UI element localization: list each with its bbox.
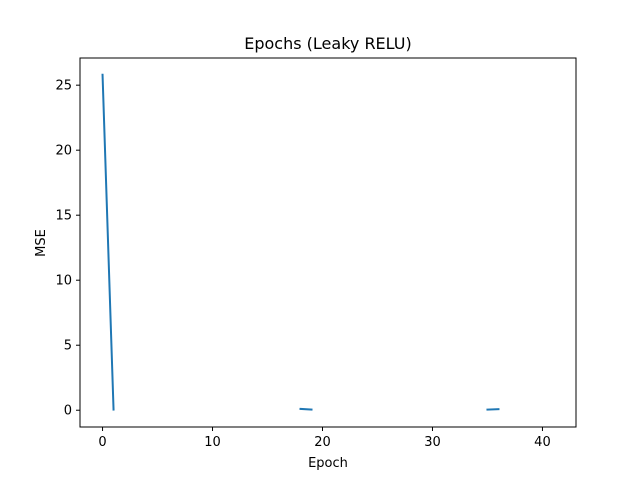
y-tick-label: 20 — [55, 144, 72, 159]
y-tick-label: 25 — [55, 79, 72, 94]
x-tick-label: 0 — [98, 435, 106, 450]
y-tick-label: 5 — [64, 339, 72, 354]
y-tick-label: 15 — [55, 209, 72, 224]
x-axis-label: Epoch — [308, 456, 348, 471]
series-line-segment — [299, 407, 313, 411]
x-tick-label: 30 — [424, 435, 441, 450]
x-tick-label: 10 — [204, 435, 221, 450]
y-tick-label: 0 — [64, 404, 72, 419]
y-axis-label: MSE — [34, 229, 49, 257]
x-tick-label: 40 — [534, 435, 551, 450]
chart-title: Epochs (Leaky RELU) — [244, 34, 411, 53]
x-tick-label: 20 — [314, 435, 331, 450]
y-axis: 0 5 10 15 20 25 — [55, 79, 80, 419]
plot-frame — [79, 57, 577, 428]
series-line-segment — [101, 73, 115, 411]
x-axis: 0 10 20 30 40 — [98, 427, 551, 450]
series-layer — [101, 73, 500, 411]
y-tick-label: 10 — [55, 274, 72, 289]
